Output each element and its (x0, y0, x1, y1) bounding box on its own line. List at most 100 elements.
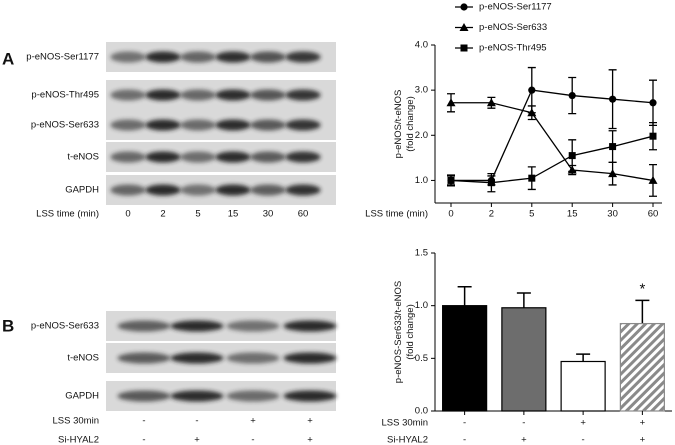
condition-value: - (142, 416, 145, 427)
y-tick-label: 0.5 (415, 353, 428, 364)
blot-band (170, 352, 224, 364)
blot-band (145, 51, 181, 63)
point (486, 98, 496, 107)
blot-band (215, 89, 251, 101)
blot-band (117, 320, 171, 332)
blot-band (145, 119, 181, 131)
bar (442, 305, 488, 412)
point (447, 176, 455, 184)
blot-band (226, 390, 280, 402)
condition-value: + (580, 418, 586, 429)
point (648, 175, 658, 184)
condition-value: - (251, 435, 254, 445)
series-line (451, 102, 654, 182)
point (446, 98, 456, 107)
y-tick-label: 3.0 (415, 85, 428, 96)
condition-value: - (522, 418, 525, 429)
point (649, 132, 657, 140)
blot-row-label: p-eNOS-Ser1177 (26, 52, 99, 63)
y-axis-label-line: (fold change) (405, 96, 416, 151)
bar (501, 307, 547, 412)
error-bar (457, 285, 472, 306)
x-tick-label: 5 (529, 209, 534, 220)
blot-band (170, 390, 224, 402)
y-tick-label: 1.5 (415, 248, 428, 259)
blot-band (110, 151, 146, 163)
x-tick-label: 60 (648, 209, 659, 220)
condition-value: + (307, 416, 313, 427)
y-axis-label-line: p-eNOS/t-eNOS (393, 90, 404, 159)
legend-label: p-eNOS-Ser1177 (479, 2, 552, 13)
blot-band (215, 119, 251, 131)
blot-band (215, 151, 251, 163)
blot-band (145, 151, 181, 163)
point (608, 169, 618, 178)
blot-x-label: LSS time (min) (36, 209, 99, 220)
blot-band (250, 151, 286, 163)
condition-value: + (250, 416, 256, 427)
condition-value: - (195, 416, 198, 427)
blot-band (180, 151, 216, 163)
blot-band (283, 390, 337, 402)
blot-band (285, 51, 321, 63)
blot-row-label: t-eNOS (67, 353, 99, 364)
y-tick-label: 4.0 (415, 40, 428, 51)
condition-label: LSS 30min (382, 418, 428, 429)
blot-band (285, 89, 321, 101)
condition-value: + (194, 435, 200, 445)
blot-band (285, 184, 321, 196)
lane-label: 30 (263, 209, 274, 220)
condition-value: - (463, 435, 466, 445)
condition-value: - (463, 418, 466, 429)
y-axis-label: p-eNOS/t-eNOS(fold change) (393, 90, 416, 159)
blot-row-label: GAPDH (65, 185, 99, 196)
blot-band (215, 184, 251, 196)
blot-band (285, 151, 321, 163)
legend-marker (459, 23, 469, 31)
legend-label: p-eNOS-Thr495 (479, 43, 547, 54)
panel-label: B (2, 316, 14, 335)
blot-band (250, 51, 286, 63)
condition-value: - (142, 435, 145, 445)
blot-band (250, 119, 286, 131)
point (609, 95, 617, 103)
legend-label: p-eNOS-Ser633 (479, 22, 547, 33)
blot-band (117, 390, 171, 402)
blot-row-label: p-eNOS-Ser633 (31, 321, 99, 332)
blot-row-label: t-eNOS (67, 152, 99, 163)
blot-row-label: p-eNOS-Thr495 (31, 90, 99, 101)
series-line (450, 135, 654, 184)
blot-band (117, 352, 171, 364)
blot-band (110, 184, 146, 196)
series-line (451, 89, 654, 182)
blot-band (226, 320, 280, 332)
lane-label: 2 (160, 209, 165, 220)
condition-label: Si-HYAL2 (387, 435, 428, 445)
blot-band (180, 119, 216, 131)
blot-row-label: p-eNOS-Ser633 (31, 120, 99, 131)
lane-label: 0 (125, 209, 130, 220)
lane-label: 15 (228, 209, 239, 220)
x-tick-label: 2 (489, 209, 494, 220)
condition-label: Si-HYAL2 (58, 435, 99, 445)
condition-value: + (640, 418, 646, 429)
legend-marker (460, 3, 468, 11)
blot-band (283, 352, 337, 364)
y-axis-label: p-eNOS-Ser633/t-eNOS(fold change) (393, 281, 416, 383)
blot-band (215, 51, 251, 63)
blot-band (110, 51, 146, 63)
x-axis-label: LSS time (min) (365, 209, 428, 220)
y-tick-label: 0.0 (415, 406, 428, 417)
lane-label: 60 (298, 209, 309, 220)
condition-value: + (640, 435, 646, 445)
point (568, 152, 576, 160)
y-tick-label: 1.0 (415, 175, 428, 186)
blot-band (250, 184, 286, 196)
y-axis-label-line: (fold change) (405, 304, 416, 359)
y-axis-label-line: p-eNOS-Ser633/t-eNOS (393, 281, 404, 383)
y-tick-label: 2.0 (415, 130, 428, 141)
x-tick-label: 15 (567, 209, 578, 220)
blot-band (226, 352, 280, 364)
error-bar (635, 299, 650, 324)
point (528, 174, 536, 182)
